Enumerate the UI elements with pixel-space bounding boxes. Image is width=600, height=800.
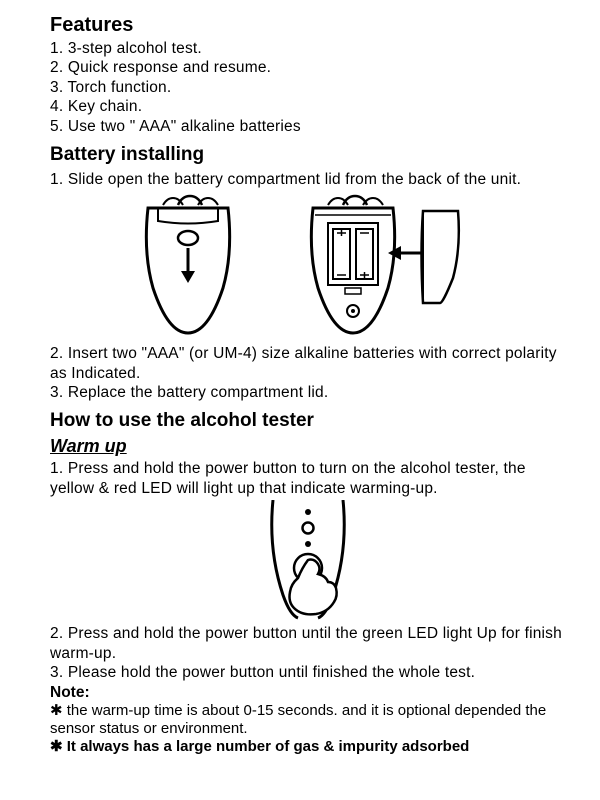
feature-item: 3. Torch function. (50, 78, 565, 97)
note-item: ✱ It always has a large number of gas & … (50, 738, 565, 756)
howto-step: 1. Press and hold the power button to tu… (50, 459, 565, 498)
battery-step: 3. Replace the battery compartment lid. (50, 383, 565, 402)
press-button-diagram (238, 500, 378, 620)
device-back-diagram (293, 193, 493, 338)
howto-heading: How to use the alcohol tester (50, 410, 565, 432)
feature-item: 5. Use two " AAA" alkaline batteries (50, 117, 565, 136)
howto-step: 2. Press and hold the power button until… (50, 624, 565, 663)
battery-step: 1. Slide open the battery compartment li… (50, 170, 565, 189)
warmup-subheading: Warm up (50, 436, 565, 457)
warmup-diagram-row (50, 500, 565, 620)
battery-heading: Battery installing (50, 144, 565, 166)
features-heading: Features (50, 14, 565, 37)
manual-page: Features 1. 3-step alcohol test. 2. Quic… (0, 0, 600, 766)
battery-diagram-row (50, 193, 565, 338)
note-label: Note: (50, 684, 565, 702)
feature-item: 2. Quick response and resume. (50, 58, 565, 77)
note-item: ✱ the warm-up time is about 0-15 seconds… (50, 702, 565, 738)
howto-step: 3. Please hold the power button until fi… (50, 663, 565, 682)
feature-item: 4. Key chain. (50, 97, 565, 116)
feature-item: 1. 3-step alcohol test. (50, 39, 565, 58)
device-front-diagram (123, 193, 253, 338)
battery-step: 2. Insert two "AAA" (or UM-4) size alkal… (50, 344, 565, 383)
